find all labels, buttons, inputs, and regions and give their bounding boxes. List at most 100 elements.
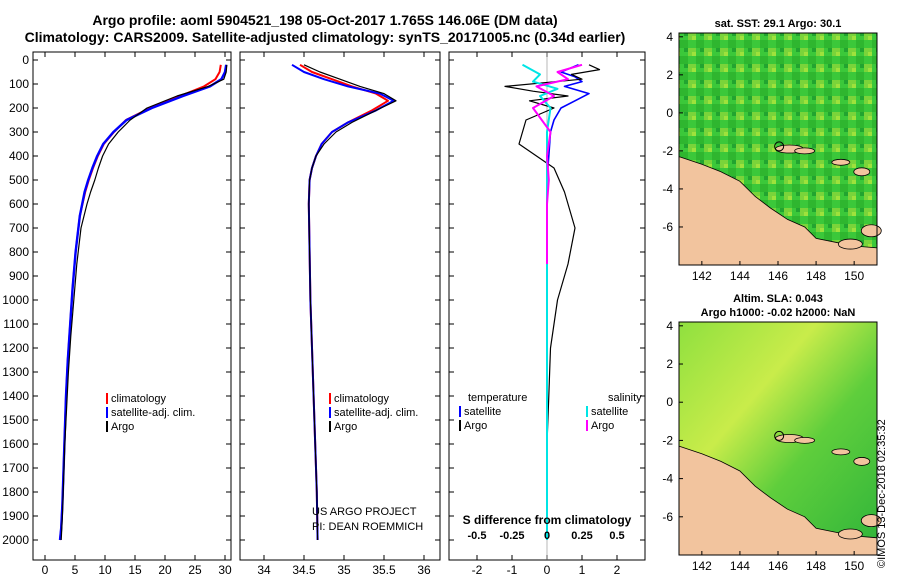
figure-title-line2: Climatology: CARS2009. Satellite-adjuste… (24, 29, 626, 45)
map-y-tick-label: 2 (666, 68, 673, 82)
map-y-tick-label: 0 (666, 395, 673, 409)
difference-profile-xlabel: T difference from climatology (463, 578, 631, 580)
temperature-profile-panel: 0 5 10 15 20 25 300100200300400500600700800900… (2, 51, 232, 580)
sla-map-argo-marker (774, 430, 785, 441)
legend-entry: Argo (591, 420, 614, 432)
salinity-series-2 (303, 64, 397, 541)
y-tick-label: 1600 (2, 437, 29, 451)
x-tick-label: 35.5 (372, 563, 396, 577)
difference-series-3 (532, 63, 583, 264)
y-tick-label: 1300 (2, 365, 29, 379)
y-tick-label: 1700 (2, 461, 29, 475)
x-tick-label: -2 (472, 563, 483, 577)
map-x-tick-label: 150 (844, 269, 864, 283)
x-tick-label: 2 (614, 563, 621, 577)
sla-map-island (860, 514, 882, 528)
legend-entry: satellite-adj. clim. (334, 407, 418, 419)
sla-map-island (831, 448, 851, 456)
sla-map-title-0: Altim. SLA: 0.043 (733, 293, 823, 305)
map-y-tick-label: 4 (666, 30, 673, 44)
y-tick-label: 1000 (2, 293, 29, 307)
temperature-series-2 (60, 64, 228, 541)
s-tick-label: 0.25 (571, 530, 592, 542)
difference-series-1 (504, 64, 601, 492)
imos-credit: ©IMOS 13-Dec-2018 02:35:32 (876, 419, 888, 568)
y-tick-label: 0 (22, 53, 29, 67)
figure-title-line1: Argo profile: aoml 5904521_198 05-Oct-20… (92, 12, 558, 28)
x-tick-label: 30 (218, 563, 232, 577)
sst-map-island (853, 167, 871, 177)
map-x-tick-label: 144 (730, 269, 750, 283)
map-y-tick-label: 2 (666, 357, 673, 371)
sst-map-island (860, 224, 882, 238)
map-y-tick-label: -6 (662, 220, 673, 234)
x-tick-label: -1 (507, 563, 518, 577)
salinity-profile-panel: 34 34.5 35 35.5 36 salinity climatology satelli… (239, 51, 441, 580)
sla-map-island (837, 528, 863, 540)
x-tick-label: 36 (417, 563, 431, 577)
difference-profile-panel: -2 -1 0 1 2T difference from climatology S di… (448, 51, 646, 580)
sla-map-panel: Altim. SLA: 0.043 Argo h1000: -0.02 h2000… (662, 293, 882, 573)
y-tick-label: 400 (9, 149, 29, 163)
legend-header-temperature: temperature (468, 392, 527, 404)
y-tick-label: 700 (9, 221, 29, 235)
y-tick-label: 800 (9, 245, 29, 259)
map-x-tick-label: 150 (844, 559, 864, 573)
map-y-tick-label: -2 (662, 433, 673, 447)
y-tick-label: 1900 (2, 509, 29, 523)
project-credit-line2: PI: DEAN ROEMMICH (312, 521, 423, 533)
y-tick-label: 1800 (2, 485, 29, 499)
map-y-tick-label: -2 (662, 144, 673, 158)
legend-entry: satellite-adj. clim. (111, 407, 195, 419)
y-tick-label: 1500 (2, 413, 29, 427)
x-tick-label: 34 (257, 563, 271, 577)
salinity-profile-xlabel: salinity (319, 578, 361, 580)
s-tick-label: -0.5 (468, 530, 487, 542)
sst-map-island (831, 158, 851, 166)
map-x-tick-label: 144 (730, 559, 750, 573)
legend-entry: Argo (334, 421, 357, 433)
x-tick-label: 0 (544, 563, 551, 577)
y-tick-label: 1100 (3, 317, 29, 331)
y-tick-label: 300 (9, 125, 29, 139)
x-tick-label: 1 (579, 563, 586, 577)
s-tick-label: -0.25 (499, 530, 524, 542)
x-tick-label: 35 (337, 563, 351, 577)
x-tick-label: 20 (158, 563, 172, 577)
y-tick-label: 1200 (2, 341, 29, 355)
map-y-tick-label: 4 (666, 319, 673, 333)
y-tick-label: 900 (9, 269, 29, 283)
legend-header-salinity: salinity (608, 392, 642, 404)
sla-map-title-1: Argo h1000: -0.02 h2000: NaN (701, 307, 856, 319)
map-x-tick-label: 148 (806, 269, 826, 283)
salinity-profile-frame (239, 51, 441, 561)
y-tick-label: 100 (9, 77, 29, 91)
s-tick-label: 0.5 (609, 530, 624, 542)
sst-map-panel: sat. SST: 29.1 Argo: 30.1 142 144 146 148 150… (662, 18, 882, 283)
map-x-tick-label: 146 (768, 269, 788, 283)
map-y-tick-label: -6 (662, 510, 673, 524)
map-y-tick-label: 0 (666, 106, 673, 120)
legend-entry: Argo (111, 421, 134, 433)
y-tick-label: 2000 (2, 533, 29, 547)
sst-map-island (837, 238, 863, 250)
x-tick-label: 34.5 (292, 563, 316, 577)
sla-map-island (794, 437, 816, 444)
map-x-tick-label: 142 (692, 269, 712, 283)
x-tick-label: 0 (42, 563, 49, 577)
sst-map-island (794, 147, 816, 155)
legend-entry: climatology (111, 393, 167, 405)
legend-entry: satellite (591, 406, 628, 418)
legend-entry: Argo (464, 420, 487, 432)
salinity-diff-label: S difference from climatology (463, 513, 632, 527)
x-tick-label: 25 (188, 563, 202, 577)
map-x-tick-label: 142 (692, 559, 712, 573)
sla-map-island (853, 457, 871, 466)
x-tick-label: 10 (98, 563, 112, 577)
sst-map-title-0: sat. SST: 29.1 Argo: 30.1 (715, 18, 842, 30)
sst-map-argo-marker (774, 141, 785, 152)
y-tick-label: 1400 (2, 389, 29, 403)
map-x-tick-label: 148 (806, 559, 826, 573)
s-tick-label: 0 (544, 530, 550, 542)
